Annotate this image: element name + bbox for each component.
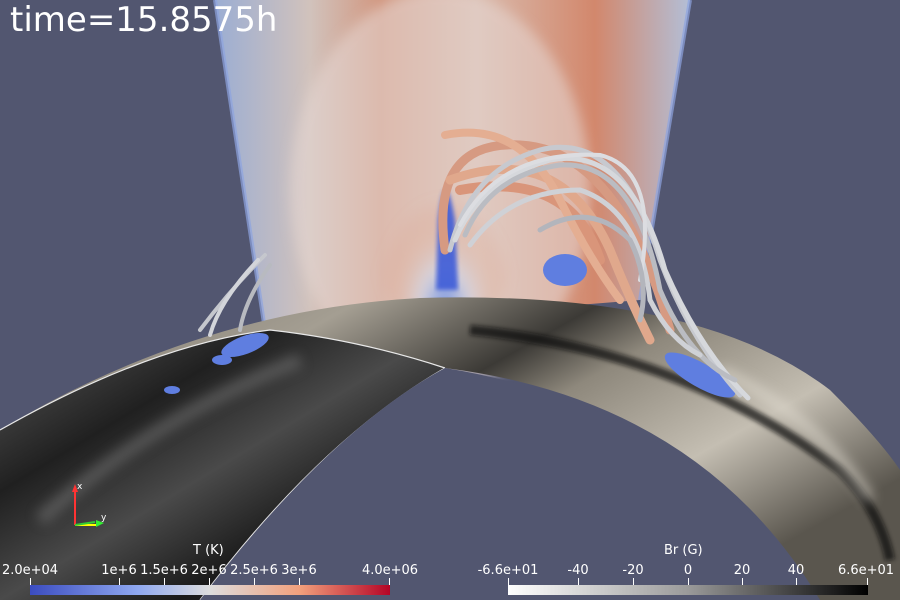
tick-mark <box>299 578 300 585</box>
field-lines <box>198 128 751 401</box>
br-colorbar <box>508 585 868 595</box>
br-tick: 6.6e+01 <box>837 563 895 578</box>
temperature-tick: 2e+6 <box>191 563 227 578</box>
br-tick: 20 <box>733 563 751 578</box>
br-tick: -6.6e+01 <box>477 563 539 578</box>
time-annotation: time=15.8575h <box>10 0 278 40</box>
solar-surface <box>0 297 900 600</box>
temperature-colorbar <box>30 585 390 595</box>
br-tick: 40 <box>787 563 805 578</box>
temperature-tick: 1e+6 <box>101 563 137 578</box>
tick-mark <box>30 578 31 585</box>
orientation-axes <box>72 484 104 527</box>
temperature-colorbar-title: T (K) <box>193 543 224 558</box>
temperature-tick: 4.0e+06 <box>361 563 419 578</box>
tick-mark <box>633 578 634 585</box>
tick-mark <box>867 578 868 585</box>
temperature-tick: 2.0e+04 <box>1 563 59 578</box>
br-tick: -40 <box>567 563 589 578</box>
isosurface-blobs <box>164 254 736 398</box>
tick-mark <box>688 578 689 585</box>
br-tick: -20 <box>622 563 644 578</box>
br-colorbar-title: Br (G) <box>664 543 703 558</box>
temperature-tick: 1.5e+6 <box>140 563 188 578</box>
tick-mark <box>119 578 120 585</box>
tick-mark <box>742 578 743 585</box>
temperature-tick: 2.5e+6 <box>230 563 278 578</box>
tick-mark <box>254 578 255 585</box>
tick-mark <box>164 578 165 585</box>
axis-x-label: x <box>77 482 83 492</box>
tick-mark <box>389 578 390 585</box>
axis-y-label: y <box>101 513 107 523</box>
temperature-tick: 3e+6 <box>281 563 317 578</box>
tick-mark <box>209 578 210 585</box>
tick-mark <box>578 578 579 585</box>
tick-mark <box>796 578 797 585</box>
br-tick: 0 <box>683 563 693 578</box>
tick-mark <box>508 578 509 585</box>
